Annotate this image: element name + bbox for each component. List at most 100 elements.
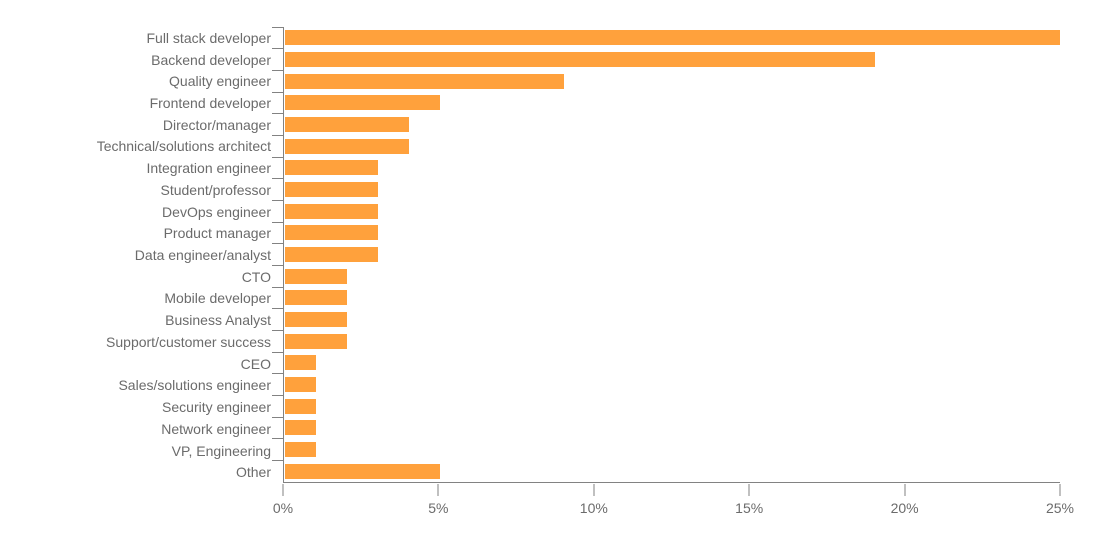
bar-row [272, 264, 1060, 287]
y-axis-tick [272, 221, 283, 223]
y-axis-tick [272, 26, 283, 28]
category-labels: Full stack developer Backend developer Qua… [0, 27, 271, 483]
x-axis-tick-label: 25% [1045, 500, 1075, 516]
x-axis-tick [437, 484, 439, 496]
y-axis-tick [272, 156, 283, 158]
bar-row [272, 48, 1060, 71]
category-label-row: Director/manager [0, 114, 271, 136]
y-axis-tick [272, 199, 283, 201]
bar-row [272, 134, 1060, 157]
category-label: VP, Engineering [171, 442, 271, 459]
category-label-row: Product manager [0, 222, 271, 244]
category-label: CTO [241, 268, 271, 285]
bar-row [272, 394, 1060, 417]
bar-row [272, 351, 1060, 374]
bar [285, 463, 441, 479]
category-rows [272, 26, 1060, 482]
category-label: Integration engineer [146, 160, 271, 177]
category-label: Quality engineer [169, 73, 271, 90]
bar [285, 182, 379, 198]
bar [285, 160, 379, 176]
category-label: CEO [240, 355, 271, 372]
category-label-row: Support/customer success [0, 331, 271, 353]
category-label: Mobile developer [164, 290, 271, 307]
category-label-row: VP, Engineering [0, 440, 271, 462]
x-axis-tick-label: 5% [428, 500, 449, 516]
bar [285, 355, 317, 371]
bar [285, 333, 348, 349]
category-label: Full stack developer [146, 29, 271, 46]
category-label: Student/professor [160, 181, 271, 198]
category-label-row: Frontend developer [0, 92, 271, 114]
bar-row [272, 438, 1060, 461]
category-label-row: Business Analyst [0, 309, 271, 331]
category-label: Support/customer success [106, 333, 271, 350]
category-label: Business Analyst [165, 312, 271, 329]
category-label-row: Integration engineer [0, 157, 271, 179]
bar-row [272, 113, 1060, 136]
x-axis-tick [1059, 484, 1061, 496]
bar [285, 398, 317, 414]
bar [285, 247, 379, 263]
category-label: Director/manager [162, 116, 271, 133]
y-axis-tick [272, 416, 283, 418]
bar-row [272, 26, 1060, 49]
category-label-row: Technical/solutions architect [0, 136, 271, 158]
y-axis-tick [272, 113, 283, 115]
category-label-row: Network engineer [0, 418, 271, 440]
category-label-row: Full stack developer [0, 27, 271, 49]
bar-row [272, 286, 1060, 309]
bar [285, 138, 410, 154]
y-axis-tick [272, 134, 283, 136]
x-axis-tick [282, 484, 284, 496]
bar-row [272, 199, 1060, 222]
bar-row [272, 156, 1060, 179]
y-axis-tick [272, 373, 283, 375]
bar [285, 420, 317, 436]
bar [285, 52, 875, 67]
category-label-row: DevOps engineer [0, 201, 271, 223]
bar-row [272, 178, 1060, 201]
y-axis-tick [272, 243, 283, 245]
y-axis-tick [272, 394, 283, 396]
x-axis: 0% 5% 10% 15% 20% 25% [273, 484, 1074, 534]
category-label: Network engineer [161, 420, 271, 437]
category-label: Technical/solutions architect [96, 138, 271, 155]
category-label: Frontend developer [149, 95, 271, 112]
y-axis-tick [272, 286, 283, 288]
x-axis-tick-label: 10% [579, 500, 608, 516]
bar-row [272, 243, 1060, 266]
bar [285, 442, 317, 458]
category-label-row: Mobile developer [0, 288, 271, 310]
bar [285, 268, 348, 284]
category-label: Backend developer [151, 51, 271, 68]
y-axis-tick [272, 69, 283, 71]
category-label: Product manager [163, 225, 271, 242]
bar [285, 203, 379, 219]
bar [285, 30, 1060, 46]
bar [285, 95, 441, 111]
y-axis-tick [272, 351, 283, 353]
y-axis-tick [272, 178, 283, 180]
category-label: Other [235, 464, 271, 481]
bar [285, 377, 317, 393]
x-axis-tick [593, 484, 595, 496]
bar-row [272, 221, 1060, 244]
category-label-row: Quality engineer [0, 70, 271, 92]
bar-row [272, 416, 1060, 439]
category-label: DevOps engineer [162, 203, 271, 220]
x-axis-tick-label: 20% [890, 500, 919, 516]
bar-row [272, 308, 1060, 331]
bar-row [272, 329, 1060, 352]
category-label: Data engineer/analyst [134, 247, 271, 264]
plot-area [272, 26, 1060, 483]
category-label-row: Backend developer [0, 49, 271, 71]
y-axis-tick [272, 48, 283, 50]
category-label-row: CEO [0, 353, 271, 375]
y-axis-tick [272, 264, 283, 266]
x-axis-tick [748, 484, 750, 496]
category-label-row: Student/professor [0, 179, 271, 201]
y-axis-tick [272, 459, 283, 461]
bar-row [272, 373, 1060, 396]
x-axis-tick-label: 0% [272, 500, 294, 516]
